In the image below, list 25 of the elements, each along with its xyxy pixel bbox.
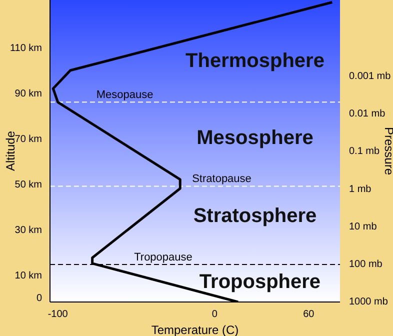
y-tick-label: 0 (36, 293, 42, 304)
y2-tick-label: 0.1 mb (349, 146, 380, 158)
y-tick-label: 30 km (14, 224, 42, 236)
ref-line-label: Stratopause (192, 173, 252, 186)
y2-axis-title: Pressure (382, 126, 393, 176)
annotation: Stratosphere (193, 205, 317, 227)
y2-tick-label: 1 mb (349, 184, 372, 195)
y2-tick-label: 10 mb (349, 221, 378, 232)
annotation: Mesosphere (196, 127, 314, 149)
y-tick-label: 70 km (14, 134, 42, 146)
y-tick-label: 110 km (10, 43, 42, 54)
ref-line-label: Mesopause (96, 89, 154, 102)
y-tick-label: 90 km (14, 88, 42, 100)
y2-tick-label: 1000 mb (349, 296, 388, 308)
y-tick-label: 50 km (14, 179, 42, 190)
annotation: Troposphere (199, 271, 321, 293)
y2-tick-label: 0.001 mb (349, 71, 392, 82)
x-tick-label: 60 (303, 309, 315, 320)
x-tick-label: -100 (48, 309, 68, 320)
x-tick-label: 0 (212, 309, 218, 320)
y2-tick-label: 0.01 mb (349, 108, 386, 120)
annotation: Thermosphere (186, 50, 324, 72)
y-tick-label: 10 km (14, 270, 42, 282)
ref-line-label: Tropopause (134, 252, 192, 264)
y2-tick-label: 100 mb (349, 258, 383, 270)
